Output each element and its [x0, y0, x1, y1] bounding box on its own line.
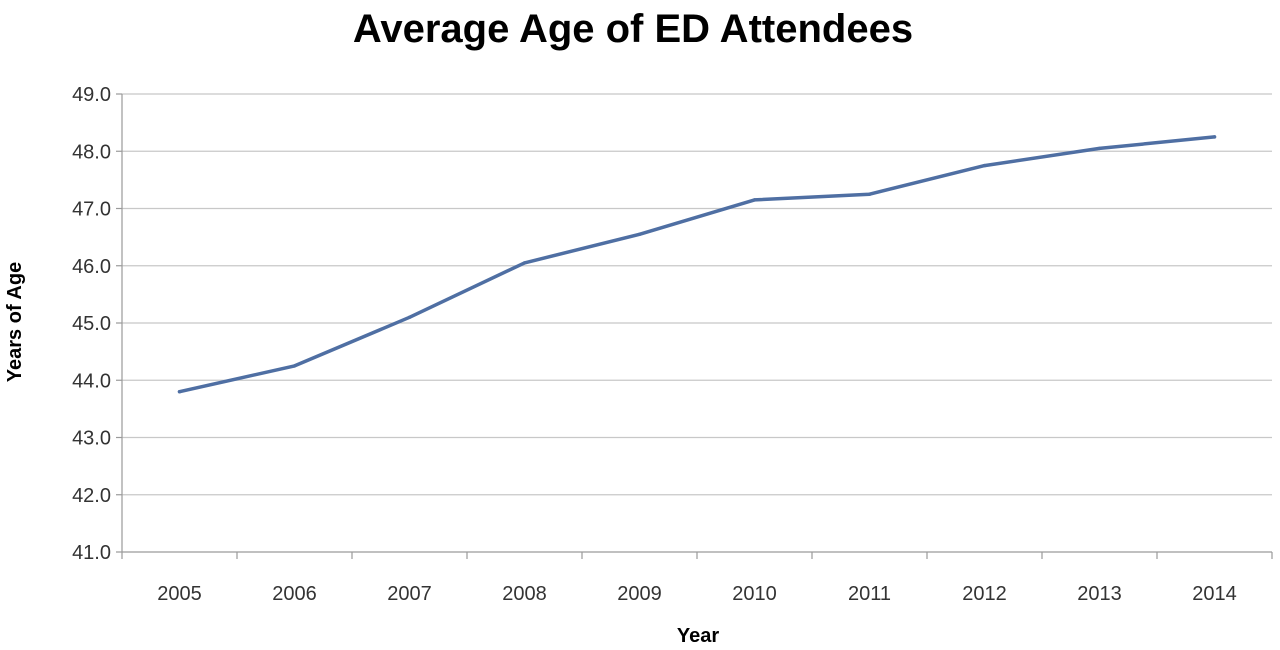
- x-tick-labels: 2005 2006 2007 2008 2009 2010 2011 2012 2013 2014: [157, 583, 1237, 605]
- data-point: [177, 390, 182, 394]
- data-point: [637, 232, 642, 236]
- y-tick-labels: 41.0 42.0 43.0 44.0 45.0 46.0 47.0 48.0 49.0: [72, 84, 111, 564]
- series-line: [177, 135, 1217, 394]
- x-tick-label: 2012: [962, 583, 1007, 605]
- gridlines: [122, 93, 1272, 496]
- y-tick-label: 49.0: [72, 84, 111, 106]
- y-tick-label: 48.0: [72, 141, 111, 163]
- x-axis-title: Year: [677, 625, 719, 647]
- data-point: [867, 192, 872, 196]
- y-tick-label: 46.0: [72, 256, 111, 278]
- series-layer: [177, 135, 1217, 394]
- x-tick-label: 2008: [502, 583, 547, 605]
- data-point: [752, 198, 757, 202]
- y-tick-label: 43.0: [72, 428, 111, 450]
- data-point: [522, 261, 527, 265]
- data-point: [1097, 146, 1102, 151]
- chart-title: Average Age of ED Attendees: [353, 7, 913, 51]
- y-tick-label: 44.0: [72, 370, 111, 392]
- x-tick-label: 2014: [1192, 583, 1237, 605]
- x-tick-label: 2013: [1077, 583, 1122, 605]
- y-tick-label: 47.0: [72, 199, 111, 221]
- data-point: [292, 364, 297, 368]
- x-tick-label: 2007: [387, 583, 432, 605]
- x-tick-label: 2009: [617, 583, 662, 605]
- data-point: [982, 163, 987, 168]
- data-point: [407, 315, 412, 319]
- y-tick-label: 45.0: [72, 313, 111, 335]
- data-point: [1212, 135, 1217, 139]
- x-tick-label: 2011: [848, 583, 891, 605]
- x-tick-label: 2010: [732, 583, 777, 605]
- y-axis-title: Years of Age: [4, 262, 26, 382]
- x-tick-label: 2006: [272, 583, 317, 605]
- y-tick-label: 42.0: [72, 485, 111, 507]
- x-tick-label: 2005: [157, 583, 202, 605]
- y-tick-label: 41.0: [72, 542, 111, 564]
- axes: [116, 93, 1273, 559]
